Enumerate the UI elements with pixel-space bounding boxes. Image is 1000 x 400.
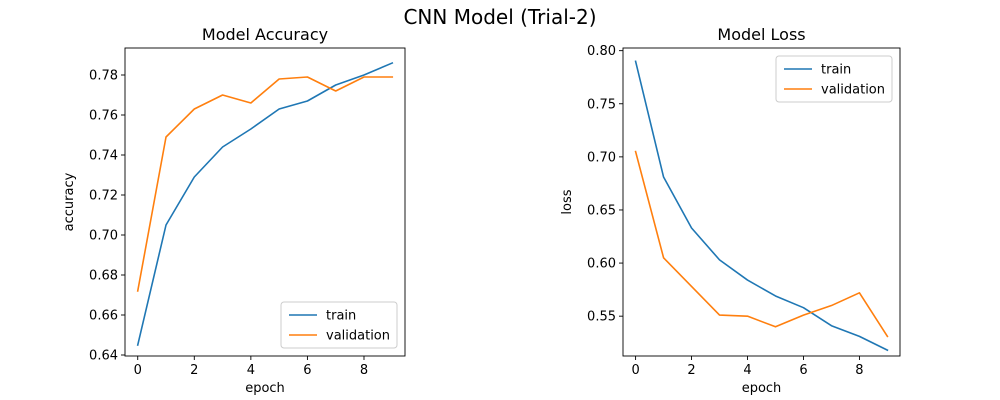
- accuracy-series-train-line: [136, 61, 394, 346]
- loss-x-tick-label: 6: [799, 363, 807, 378]
- accuracy-x-tick-label: 4: [247, 363, 255, 378]
- loss-series-train-line: [634, 60, 889, 352]
- loss-y-tick-label: 0.75: [587, 97, 616, 112]
- loss-title: Model Loss: [717, 25, 805, 44]
- loss-y-tick-label: 0.65: [587, 203, 616, 218]
- accuracy-legend-label-validation: validation: [326, 329, 390, 344]
- accuracy-axes-frame: [124, 47, 406, 357]
- accuracy-legend-box: [280, 301, 398, 349]
- loss-x-tick-label: 2: [687, 363, 695, 378]
- accuracy-y-tick-label: 0.68: [89, 269, 118, 284]
- accuracy-x-tick-label: 0: [134, 363, 142, 378]
- accuracy-y-tick-label: 0.74: [89, 149, 118, 164]
- loss-legend: train validation: [775, 55, 893, 103]
- accuracy-y-tick-label: 0.70: [89, 229, 118, 244]
- accuracy-x-tick-label: 8: [360, 363, 368, 378]
- accuracy-y-tick-label: 0.66: [89, 309, 118, 324]
- loss-axes-frame: [622, 47, 901, 357]
- accuracy-x-tick-label: 2: [190, 363, 198, 378]
- loss-legend-label-train: train: [821, 63, 851, 78]
- loss-series-validation-line: [634, 150, 889, 338]
- accuracy-plot: Model Accuracy 0 2 4 6 8 0.64 0.66 0.68 0.70 0.72 0…: [62, 25, 406, 396]
- accuracy-x-tick-label: 6: [303, 363, 311, 378]
- loss-y-tick-label: 0.70: [587, 150, 616, 165]
- accuracy-y-tick-label: 0.72: [89, 189, 118, 204]
- accuracy-y-tick-label: 0.78: [89, 69, 118, 84]
- accuracy-y-axis-label: accuracy: [62, 172, 77, 231]
- accuracy-title: Model Accuracy: [202, 25, 328, 44]
- loss-y-tick-label: 0.55: [587, 310, 616, 325]
- loss-y-axis-label: loss: [560, 189, 575, 214]
- accuracy-y-tick-label: 0.64: [89, 349, 118, 364]
- loss-x-tick-label: 8: [855, 363, 863, 378]
- figure-title: CNN Model (Trial-2): [403, 5, 596, 29]
- accuracy-series-validation-line: [136, 76, 394, 292]
- accuracy-legend: train validation: [280, 301, 398, 349]
- accuracy-legend-label-train: train: [326, 309, 356, 324]
- loss-legend-box: [775, 55, 893, 103]
- loss-x-tick-label: 0: [631, 363, 639, 378]
- loss-x-tick-label: 4: [743, 363, 751, 378]
- loss-y-tick-label: 0.80: [587, 44, 616, 59]
- accuracy-y-tick-label: 0.76: [89, 109, 118, 124]
- loss-x-axis-label: epoch: [742, 381, 782, 396]
- loss-plot: Model Loss 0 2 4 6 8 0.55 0.60 0.65 0.70 0.75 0.80 e…: [560, 25, 901, 396]
- accuracy-x-axis-label: epoch: [245, 381, 285, 396]
- loss-y-tick-label: 0.60: [587, 257, 616, 272]
- loss-legend-label-validation: validation: [821, 83, 885, 98]
